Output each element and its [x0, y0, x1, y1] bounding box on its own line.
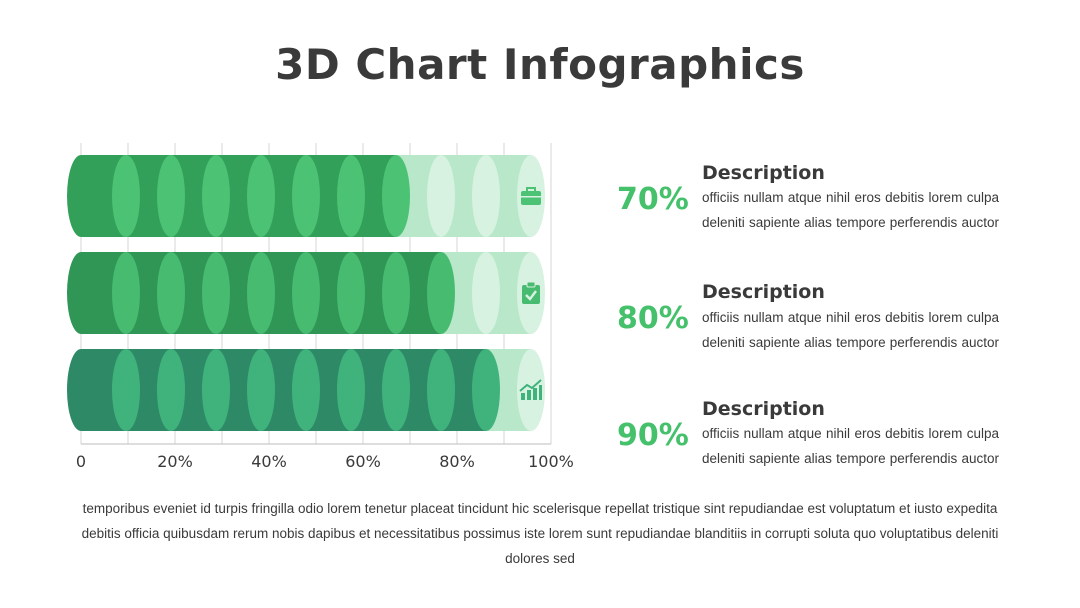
description-text: officiis nullam atque nihil eros debitis… [702, 426, 999, 466]
cylinder-face [382, 155, 410, 237]
cylinder-face [112, 155, 140, 237]
cylinder-face [292, 349, 320, 431]
cylinder-face [427, 252, 455, 334]
x-tick-label: 20% [157, 452, 193, 471]
cylinder-segment-filled [67, 252, 140, 334]
check-mark [525, 290, 537, 301]
cylinder-body [67, 155, 126, 237]
cylinder-row [67, 349, 545, 431]
x-tick-label: 0 [76, 452, 86, 471]
x-tick-label: 80% [439, 452, 475, 471]
cylinder-face [202, 252, 230, 334]
growth-bar [539, 385, 542, 400]
percent-value: 70% [617, 182, 689, 217]
footer-text: temporibus eveniet id turpis fringilla o… [81, 501, 999, 566]
cylinder-face [382, 349, 410, 431]
clipboard-check-icon [522, 281, 540, 304]
description-item-3: 90% Description officiis nullam atque ni… [0, 397, 1080, 487]
cylinder-face [112, 349, 140, 431]
briefcase-icon [521, 187, 541, 205]
briefcase-band [521, 196, 541, 198]
cylinder-face [472, 155, 500, 237]
cylinder-face [337, 155, 365, 237]
page-title: 3D Chart Infographics [275, 40, 805, 89]
cylinder-segment-filled [67, 349, 140, 431]
description-title: Description [702, 398, 825, 420]
cylinder-face [337, 252, 365, 334]
cylinder-face [202, 155, 230, 237]
x-tick-label: 60% [345, 452, 381, 471]
cylinder-face [112, 252, 140, 334]
cylinder-face [427, 349, 455, 431]
cylinder-face [472, 252, 500, 334]
cylinder-segment-filled [67, 155, 140, 237]
cylinder-face [292, 252, 320, 334]
cylinder-face [157, 252, 185, 334]
cylinder-row [67, 252, 545, 334]
description-text: officiis nullam atque nihil eros debitis… [702, 190, 999, 230]
cylinder-body [67, 349, 126, 431]
x-tick-label: 100% [528, 452, 574, 471]
percent-value: 80% [617, 301, 689, 336]
growth-line [519, 379, 542, 392]
description-item-2: 80% Description officiis nullam atque ni… [0, 280, 1080, 370]
cylinder-face [247, 252, 275, 334]
cylinder-face [157, 349, 185, 431]
cylinder-face [337, 349, 365, 431]
clipboard-body [522, 285, 540, 304]
cylinder-face [202, 349, 230, 431]
x-tick-label: 40% [251, 452, 287, 471]
cylinder-face [157, 155, 185, 237]
clipboard-clip [526, 281, 536, 288]
description-text: officiis nullam atque nihil eros debitis… [702, 310, 999, 350]
cylinder-face [292, 155, 320, 237]
description-item-1: 70% Description officiis nullam atque ni… [0, 160, 1080, 250]
growth-chart-icon [519, 379, 542, 400]
growth-bar [533, 388, 537, 400]
cylinder-face [247, 349, 275, 431]
briefcase-body [521, 191, 541, 205]
cylinder-face [247, 155, 275, 237]
percent-value: 90% [617, 418, 689, 453]
growth-bar [527, 390, 531, 400]
description-title: Description [702, 281, 825, 303]
cylinder-row [67, 155, 545, 237]
cylinder-face [382, 252, 410, 334]
cylinder-face [427, 155, 455, 237]
cylinder-body [67, 252, 126, 334]
cylinder-face [472, 349, 500, 431]
growth-bar [521, 393, 525, 400]
description-title: Description [702, 162, 825, 184]
briefcase-handle [526, 187, 536, 191]
